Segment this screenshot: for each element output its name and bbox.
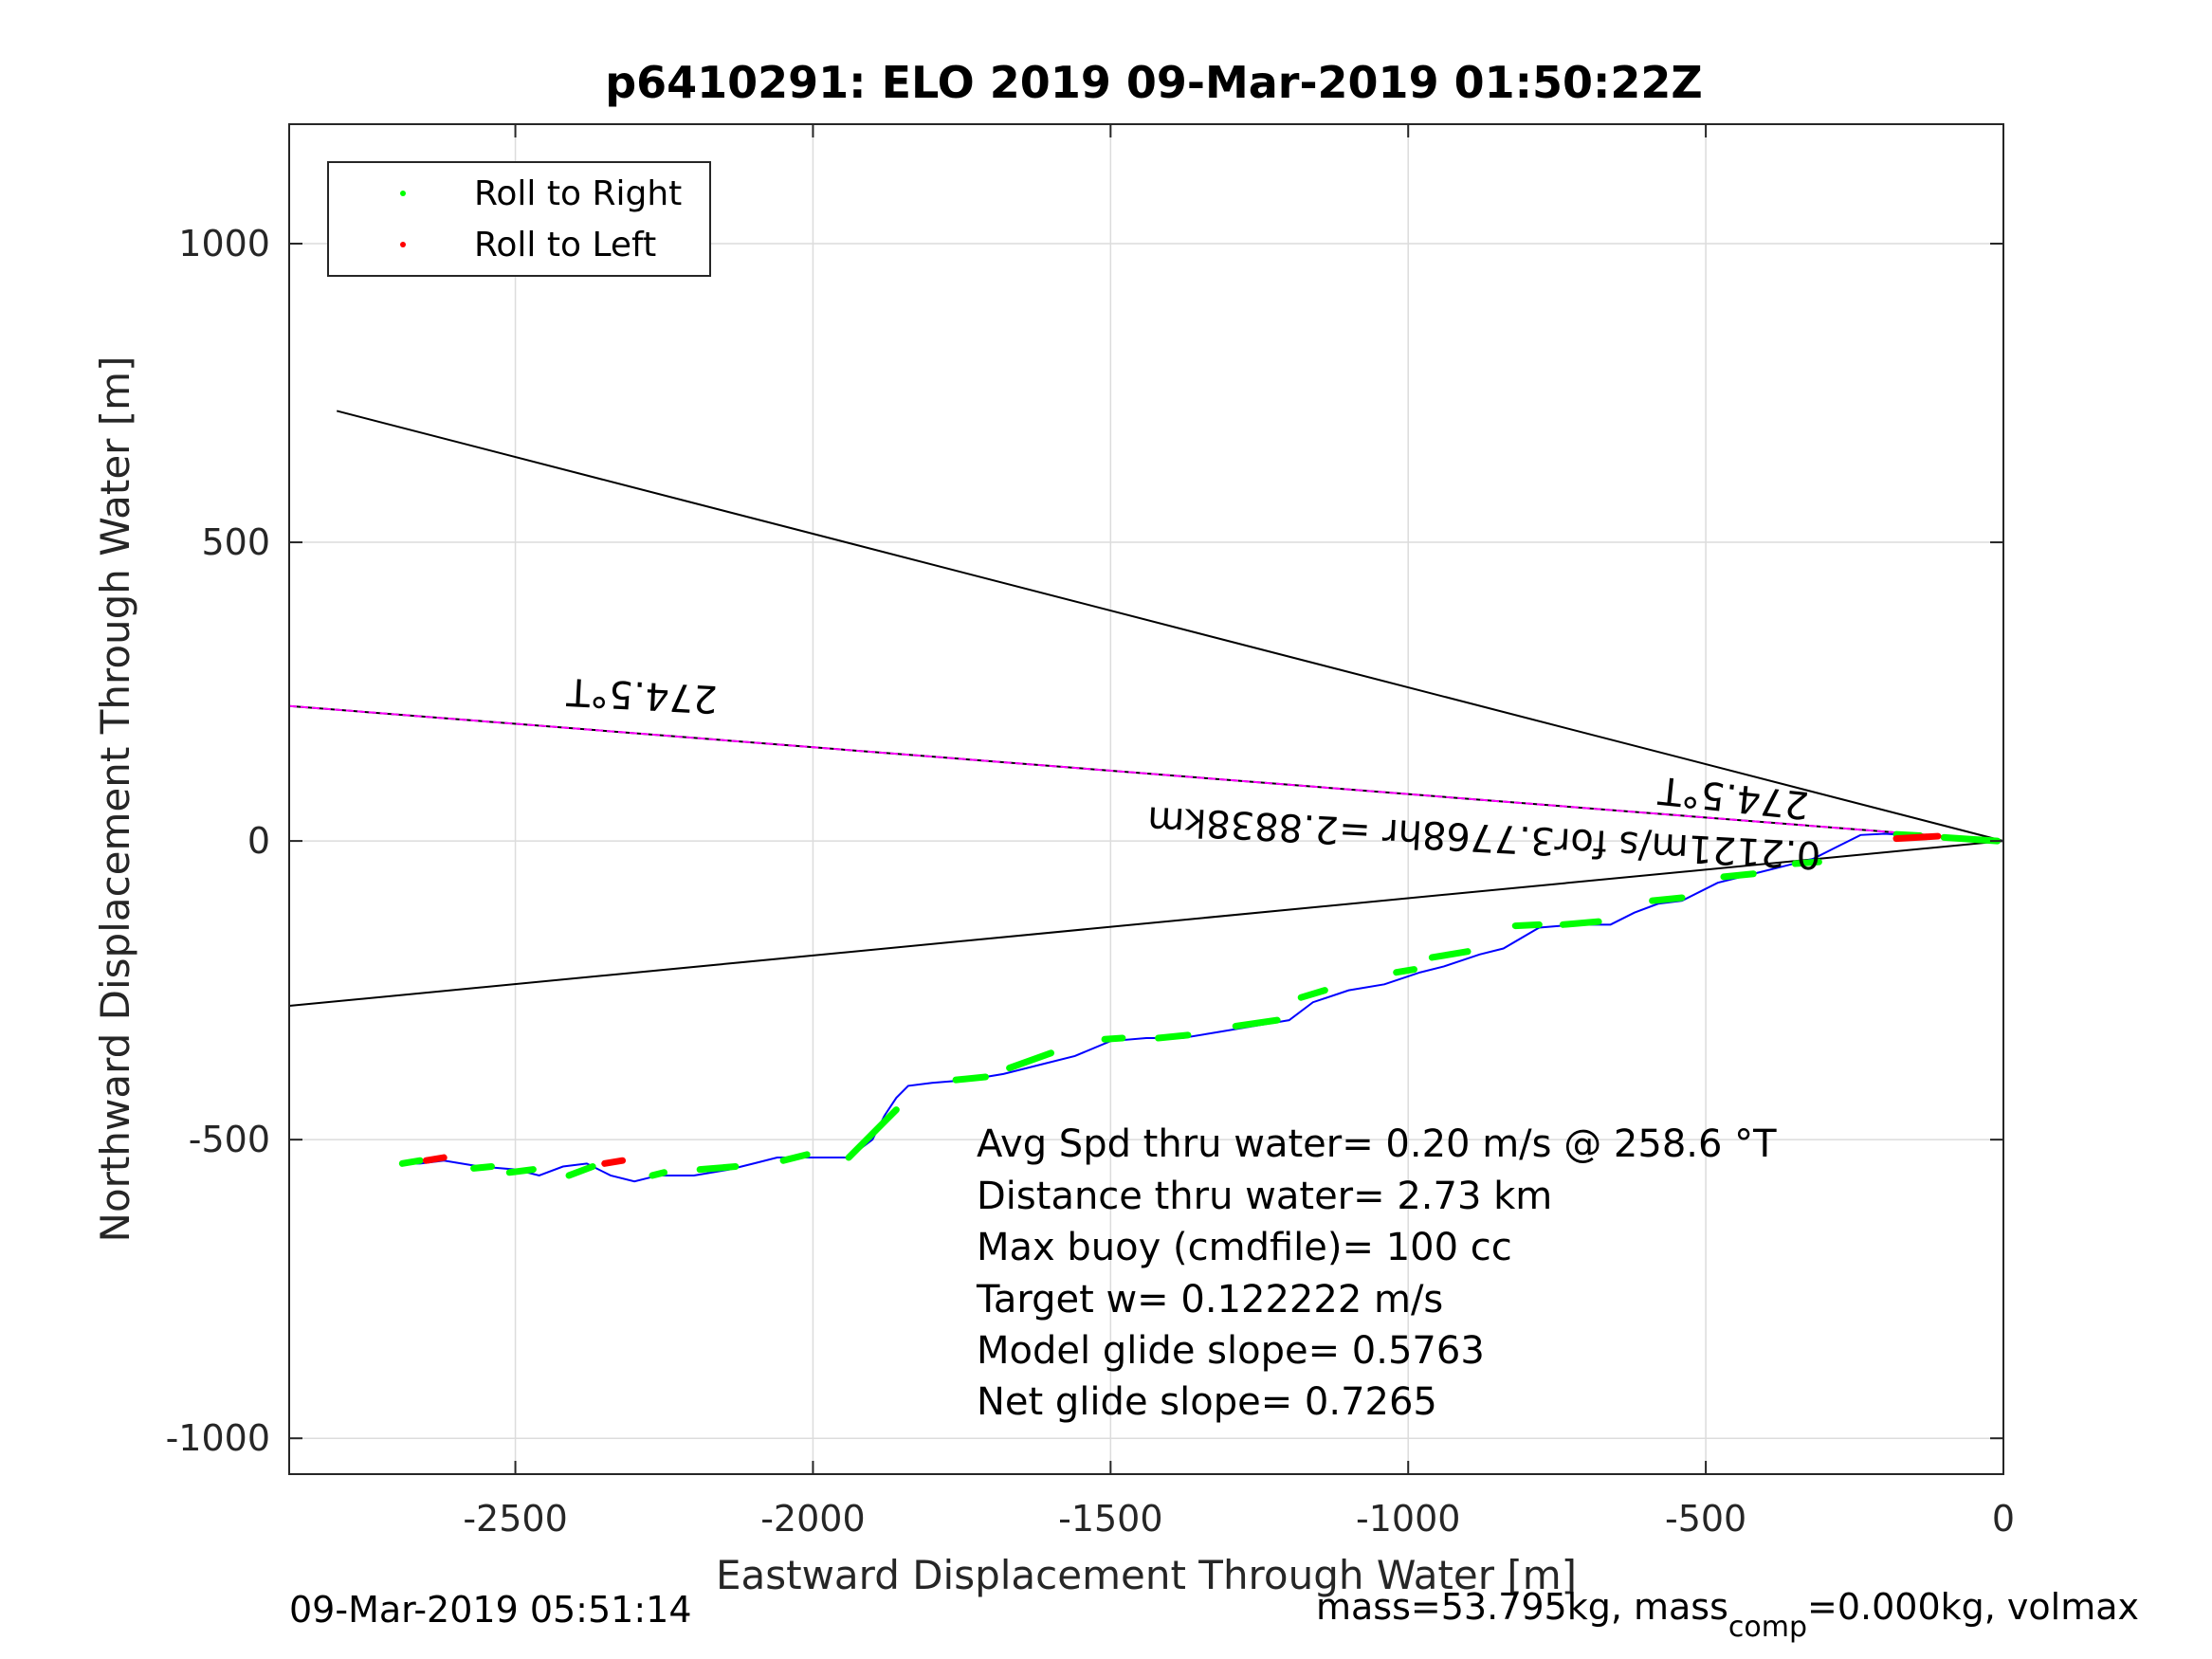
roll-left-marker [601,1157,627,1167]
footer-mass-prefix: mass=53.795kg, mass [1316,1586,1728,1628]
roll-left-marker [1892,832,1942,843]
x-tick-label: -1500 [1058,1498,1162,1540]
y-axis-label: Northward Displacement Through Water [m] [92,356,138,1243]
roll-markers [398,830,2002,1179]
stat-line: Avg Spd thru water= 0.20 m/s @ 258.6 °T [977,1122,1777,1166]
x-tick-label: -500 [1665,1498,1746,1540]
stat-line: Target w= 0.122222 m/s [976,1278,1443,1322]
roll-right-marker [696,1163,740,1174]
roll-right-marker [1232,1016,1281,1030]
reference-line-current [288,704,2004,843]
footer-timestamp: 09-Mar-2019 05:51:14 [289,1589,692,1631]
footer-mass: mass=53.795kg, masscomp=0.000kg, volmax [1316,1586,2139,1644]
roll-right-marker [952,1073,989,1084]
y-tick-label: -1000 [166,1417,270,1459]
plot-area-frame [288,123,2004,1475]
reference-line-upper [336,410,2004,843]
stat-line: Model glide slope= 0.5763 [977,1329,1485,1373]
grid-lines [289,124,2004,1474]
roll-right-marker [470,1163,495,1172]
roll-right-marker [565,1163,596,1179]
x-tick-label: -2500 [463,1498,567,1540]
x-tick-label: -2000 [760,1498,865,1540]
footer-mass-sub: comp [1728,1611,1807,1644]
roll-right-marker [1101,1034,1126,1043]
legend-label-roll-right: Roll to Right [474,174,682,213]
stats-annotation: Avg Spd thru water= 0.20 m/s @ 258.6 °T … [976,1122,1777,1424]
roll-right-marker [505,1166,537,1176]
reference-lines [288,410,2004,1008]
roll-left-marker [422,1154,448,1164]
legend-marker-roll-left [400,242,406,247]
roll-right-marker [649,1169,667,1179]
stat-line: Distance thru water= 2.73 km [977,1175,1552,1218]
roll-right-marker [1006,1049,1055,1072]
roll-right-marker [398,1157,424,1167]
x-tick-label: -1000 [1356,1498,1460,1540]
y-tick-label: 1000 [178,223,270,264]
y-tick-label: 0 [247,820,270,862]
roll-right-marker [1649,894,1686,904]
roll-right-marker [1559,918,1602,928]
roll-right-marker [779,1151,811,1164]
heading-label-far: 274.5°T [565,669,719,720]
reference-line-lower [288,840,2004,1008]
footer-mass-suffix: =0.000kg, volmax [1807,1586,2139,1628]
stat-line: Max buoy (cmdfile)= 100 cc [977,1226,1512,1269]
roll-right-marker [1428,948,1472,961]
x-tick-label: 0 [1992,1498,2015,1540]
legend-label-roll-left: Roll to Left [474,226,656,264]
roll-right-marker [845,1106,900,1161]
legend-box [327,161,711,277]
roll-right-marker [1791,858,1822,867]
stat-line: Net glide slope= 0.7265 [977,1380,1437,1424]
axis-ticks: -2500 -2000 -1500 -1000 -500 0 -1000 -500 0 500 10… [166,124,2015,1540]
roll-right-marker [1720,870,1757,881]
legend-marker-roll-right [400,191,406,196]
y-tick-label: -500 [189,1119,270,1160]
y-tick-label: 500 [201,521,270,563]
roll-right-marker [1511,921,1543,930]
roll-right-marker [1297,987,1328,1001]
roll-right-marker [1940,833,2002,845]
roll-right-marker [1155,1031,1192,1042]
chart-title: p6410291: ELO 2019 09-Mar-2019 01:50:22Z [605,57,1703,108]
legend: Roll to Right Roll to Left [327,161,711,277]
roll-right-marker [1393,966,1417,976]
x-axis-label: Eastward Displacement Through Water [m] [716,1552,1577,1598]
